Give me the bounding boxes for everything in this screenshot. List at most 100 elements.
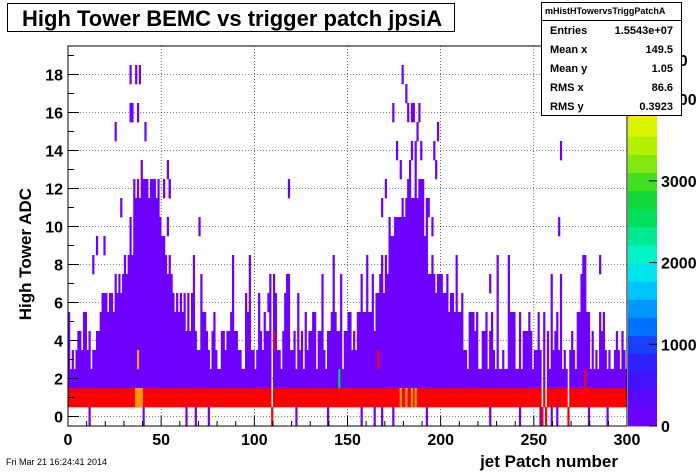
heatmap-cell-low: [166, 331, 169, 351]
heatmap-cell-low: [287, 331, 291, 351]
heatmap-cell-low: [224, 369, 227, 389]
heatmap-cell-sparse: [114, 122, 117, 142]
heatmap-cell-low: [399, 236, 402, 256]
heatmap-cell-low: [118, 274, 121, 294]
heatmap-cell-low: [367, 350, 371, 370]
heatmap-cell-low: [582, 255, 585, 275]
heatmap-cell-low: [602, 369, 605, 389]
heatmap-cell-low: [179, 369, 183, 389]
heatmap-cell-low: [442, 293, 445, 313]
heatmap-cell-low: [142, 331, 145, 351]
heatmap-cell-low: [101, 293, 104, 313]
heatmap-cell-low: [407, 369, 410, 389]
heatmap-cell-max: [224, 388, 227, 408]
heatmap-cell-low: [479, 369, 483, 389]
heatmap-cell-low: [204, 312, 207, 332]
heatmap-cell-max: [192, 388, 196, 408]
heatmap-cell-max: [347, 388, 350, 408]
heatmap-cell-low: [239, 350, 242, 370]
heatmap-cell-max: [300, 388, 304, 408]
heatmap-cell-low: [463, 369, 466, 389]
heatmap-cell-low: [377, 293, 380, 313]
heatmap-cell-low: [95, 350, 99, 370]
heatmap-cell-low: [386, 293, 389, 313]
heatmap-cell-low: [470, 312, 473, 332]
heatmap-cell-low: [332, 255, 335, 275]
heatmap-cell-max: [179, 388, 183, 408]
heatmap-cell-low: [312, 369, 315, 389]
heatmap-cell-max: [518, 388, 522, 408]
heatmap-cell-sparse: [435, 160, 438, 180]
heatmap-cell-low: [395, 293, 399, 313]
heatmap-cell-max: [176, 388, 179, 408]
heatmap-cell-low: [559, 350, 563, 370]
heatmap-cell-low: [123, 255, 127, 275]
heatmap-cell-low: [129, 274, 132, 294]
heatmap-cell-low: [155, 274, 158, 294]
heatmap-cell-low: [237, 369, 240, 389]
heatmap-cell-sparse: [95, 236, 99, 256]
heatmap-cell-max: [166, 388, 169, 408]
heatmap-cell-low: [233, 331, 237, 351]
heatmap-cell-low: [435, 293, 438, 313]
heatmap-cell-low: [284, 331, 287, 351]
heatmap-cell-max: [129, 388, 132, 408]
heatmap-cell-low: [313, 331, 317, 351]
heatmap-cell-max: [569, 388, 572, 408]
heatmap-cell-low: [422, 293, 425, 313]
colorbar-segment: [628, 335, 657, 355]
heatmap-cell-low: [107, 331, 110, 351]
heatmap-cell-low: [131, 331, 134, 351]
heatmap-cell-low: [135, 255, 138, 275]
heatmap-cell-low: [133, 198, 136, 218]
heatmap-cell-max: [278, 388, 281, 408]
heatmap-cell-low: [440, 350, 443, 370]
heatmap-cell-low: [181, 331, 184, 351]
heatmap-cell-low: [340, 293, 343, 313]
heatmap-cell-max: [151, 388, 155, 408]
heatmap-cell-max: [612, 388, 615, 408]
heatmap-cell-sparse: [423, 236, 427, 256]
heatmap-cell-max: [97, 388, 101, 408]
heatmap-cell-low: [142, 179, 145, 199]
heatmap-cell-low: [192, 331, 196, 351]
heatmap-cell-max: [474, 388, 477, 408]
heatmap-cell-low: [546, 369, 550, 389]
heatmap-cell-low: [440, 331, 443, 351]
heatmap-cell-low: [245, 312, 248, 332]
heatmap-cell-low: [164, 274, 168, 294]
heatmap-cell-low: [153, 198, 156, 218]
heatmap-cell-low: [265, 331, 268, 351]
heatmap-cell-low: [455, 274, 458, 294]
heatmap-cell-low: [511, 350, 514, 370]
heatmap-cell-low: [559, 293, 563, 313]
heatmap-cell-low: [336, 369, 339, 389]
heatmap-cell-low: [328, 331, 332, 351]
heatmap-cell-max: [284, 388, 287, 408]
heatmap-cell-low: [531, 369, 535, 389]
heatmap-cell-low: [263, 312, 266, 332]
heatmap-cell-low: [146, 274, 149, 294]
heatmap-cell-low: [138, 217, 142, 237]
heatmap-cell-low: [449, 331, 453, 351]
heatmap-cell-low: [382, 312, 386, 332]
heatmap-cell-low: [509, 331, 512, 351]
heatmap-cell-low: [343, 331, 346, 351]
heatmap-cell-low: [280, 369, 283, 389]
heatmap-cell-low: [343, 350, 346, 370]
heatmap-cell-low: [183, 369, 186, 389]
heatmap-cell-low: [99, 350, 102, 370]
heatmap-cell-low: [133, 369, 136, 389]
heatmap-cell-low: [224, 350, 227, 370]
heatmap-cell-low: [431, 350, 434, 370]
heatmap-cell-low: [135, 350, 138, 370]
heatmap-cell-low: [181, 312, 184, 332]
heatmap-cell-low: [274, 369, 278, 389]
heatmap-cell-low: [308, 369, 311, 389]
heatmap-cell-max: [321, 388, 324, 408]
heatmap-cell-low: [399, 331, 402, 351]
heatmap-cell-max: [576, 388, 579, 408]
heatmap-cell-max: [438, 388, 442, 408]
heatmap-cell-max: [88, 388, 91, 408]
heatmap-cell-max: [463, 388, 466, 408]
